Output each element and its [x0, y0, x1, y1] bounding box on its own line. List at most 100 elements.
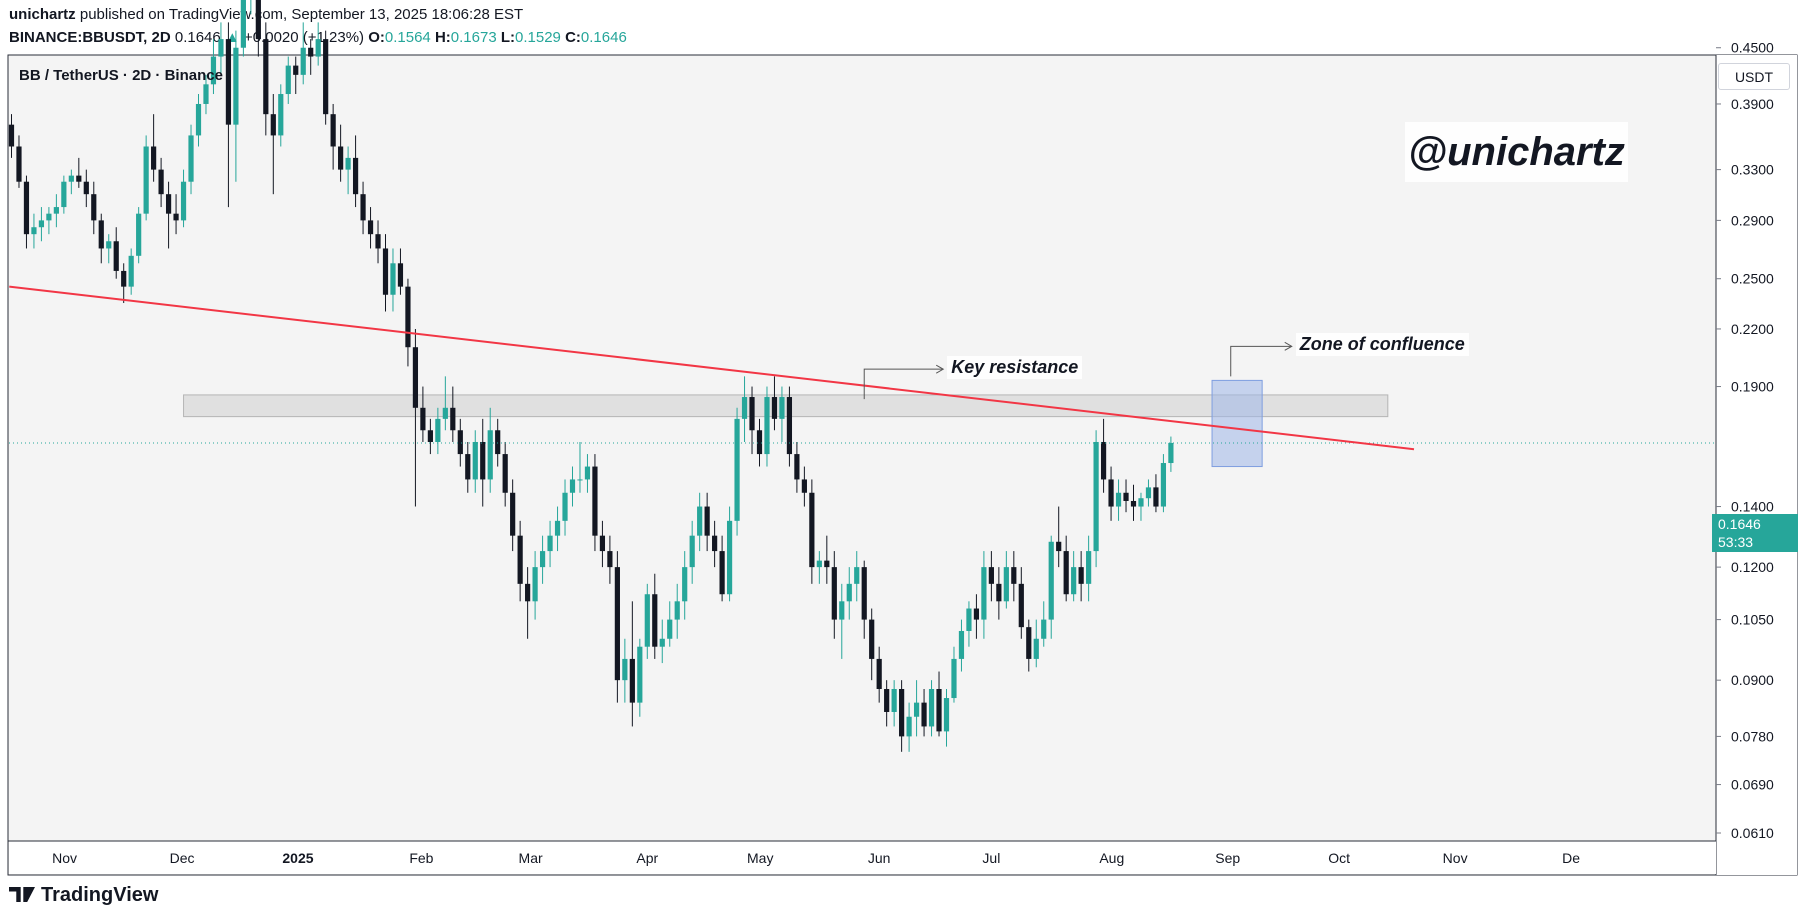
candle	[652, 573, 658, 659]
candle-body	[1003, 567, 1009, 602]
last-price-tag: 0.1646 53:33	[1712, 514, 1798, 552]
candle-body	[91, 194, 97, 221]
candle	[293, 56, 299, 95]
candle-body	[839, 601, 845, 620]
candle-body	[554, 520, 561, 536]
candle	[966, 601, 972, 647]
candle-body	[465, 454, 471, 480]
candle	[958, 619, 965, 672]
candle	[330, 103, 336, 170]
candle-body	[704, 506, 710, 536]
candle-body	[674, 601, 680, 620]
candle-body	[592, 466, 598, 536]
candle	[472, 430, 478, 493]
candle-body	[1168, 442, 1174, 464]
publisher-name[interactable]: unichartz	[9, 6, 76, 23]
candle	[61, 175, 67, 214]
candle-body	[360, 194, 366, 221]
candle	[121, 263, 127, 304]
open-value: 0.1564	[384, 29, 431, 46]
price-tick-label: 0.0610	[1731, 825, 1774, 841]
candle-body	[165, 194, 172, 214]
candle-body	[517, 535, 523, 584]
candle-body	[607, 551, 613, 568]
candle	[981, 551, 987, 639]
candle-body	[315, 39, 321, 57]
candle-body	[846, 583, 852, 602]
candle-body	[981, 567, 987, 620]
candle-body	[143, 146, 149, 214]
candle-body	[854, 567, 860, 584]
candle	[315, 22, 321, 66]
candle-body	[801, 479, 807, 493]
candle	[539, 535, 546, 584]
price-axis-ticks: 0.65000.55000.45000.39000.33000.29000.25…	[1716, 40, 1774, 841]
candle-body	[794, 454, 800, 480]
candle	[1048, 535, 1054, 639]
candle-body	[943, 698, 950, 732]
candle	[1123, 479, 1129, 513]
last-price-tag-value: 0.1646	[1718, 516, 1761, 532]
candle	[726, 506, 733, 602]
time-tick-label: Oct	[1328, 850, 1350, 866]
candle-body	[1086, 551, 1092, 584]
candle-body	[308, 47, 314, 57]
candle-body	[786, 397, 793, 455]
candle	[1108, 466, 1114, 521]
candle-body	[1026, 627, 1032, 659]
candle	[352, 135, 359, 208]
candle-body	[966, 608, 972, 631]
candle	[1033, 619, 1039, 668]
close-value: 0.1646	[580, 29, 627, 46]
candle	[465, 441, 471, 493]
candle	[225, 22, 232, 208]
price-tick-label: 0.3300	[1731, 162, 1774, 178]
time-tick-label: Apr	[636, 850, 658, 866]
candle	[480, 418, 486, 507]
currency-button[interactable]: USDT	[1718, 63, 1790, 90]
candle	[323, 30, 329, 125]
time-tick-label: De	[1562, 850, 1580, 866]
candle	[270, 94, 276, 195]
candle	[809, 479, 815, 584]
candle-body	[263, 39, 269, 115]
candle-body	[869, 619, 875, 659]
candle	[16, 135, 22, 188]
tradingview-logo[interactable]: TradingView	[9, 884, 158, 907]
candle	[577, 441, 583, 493]
candle	[1041, 601, 1047, 647]
candle-body	[644, 594, 650, 647]
candle	[375, 220, 381, 264]
candle-body	[338, 146, 344, 170]
candle-body	[1160, 463, 1167, 507]
candle	[899, 680, 905, 752]
candle	[1011, 551, 1017, 602]
candle	[659, 619, 665, 664]
publish-info: unichartz published on TradingView.com, …	[9, 6, 523, 23]
published-text: published on TradingView.com, September …	[75, 6, 524, 23]
price-tick-label: 0.4500	[1731, 40, 1774, 56]
candle-body	[547, 535, 553, 552]
candle-body	[741, 397, 748, 419]
chart-title: BB / TetherUS · 2D · Binance	[19, 67, 223, 84]
candle-body	[285, 65, 291, 95]
candle	[891, 680, 897, 727]
candle-body	[689, 535, 695, 568]
candle	[839, 583, 845, 659]
candle	[23, 175, 30, 249]
candle	[667, 601, 673, 647]
candle-body	[8, 124, 15, 147]
candle-body	[1123, 492, 1129, 501]
ohlc-legend: BINANCE:BBUSDT, 2D 0.1646 ▲ +0.0020 (+1.…	[9, 29, 627, 46]
candle	[203, 74, 209, 115]
bar-countdown: 53:33	[1718, 534, 1754, 550]
candle-body	[1071, 567, 1077, 595]
low-label: L:	[500, 29, 516, 46]
price-tick-label: 0.0690	[1731, 777, 1774, 793]
candle	[749, 386, 755, 455]
candle-body	[973, 608, 980, 620]
candle-body	[599, 535, 606, 552]
candle-body	[988, 567, 994, 584]
candle	[457, 418, 463, 467]
